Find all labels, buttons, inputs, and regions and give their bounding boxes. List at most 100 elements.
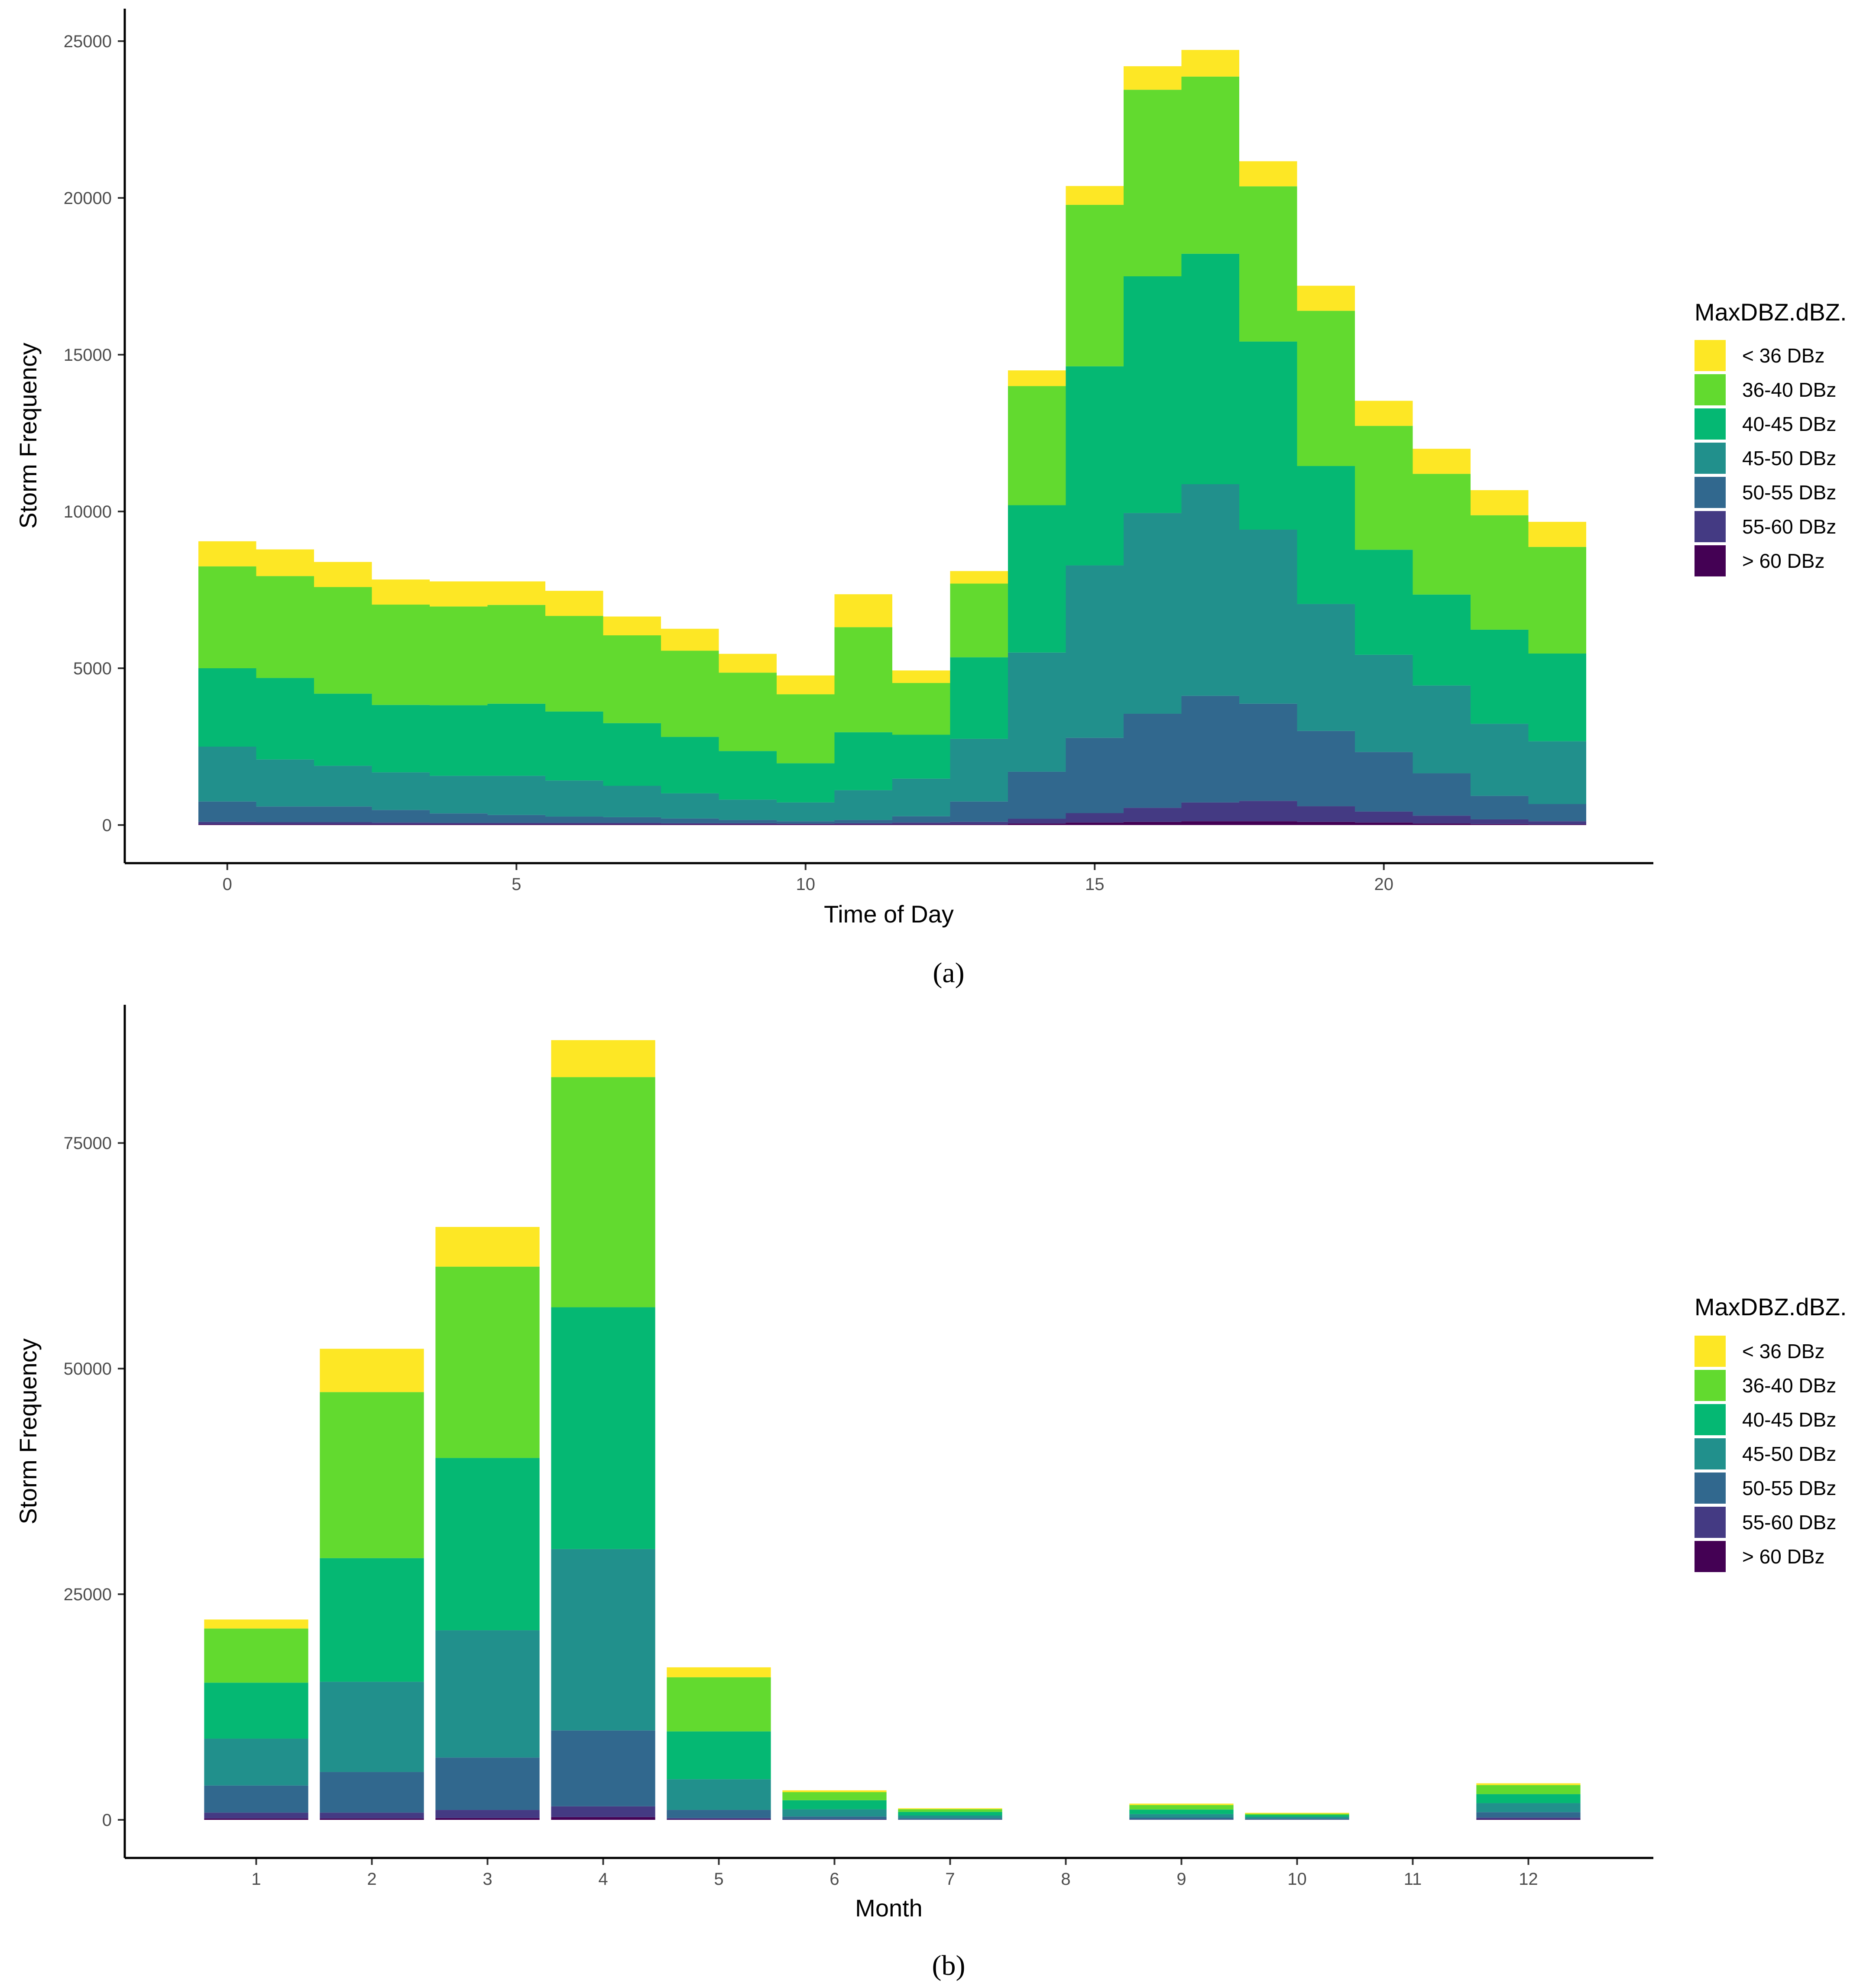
- legend-label: 36-40 DBz: [1742, 1374, 1836, 1397]
- bar-segment: [1297, 311, 1355, 466]
- bar-segment: [1471, 824, 1529, 825]
- bar-segment: [782, 1819, 887, 1820]
- legend-title: MaxDBZ.dBZ.: [1695, 1293, 1847, 1320]
- bar-segment: [1124, 808, 1182, 822]
- bar-segment: [204, 1683, 308, 1739]
- bar-segment: [487, 815, 545, 823]
- bar-segment: [1413, 474, 1471, 595]
- bar-segment: [1471, 629, 1529, 724]
- bar-segment: [1297, 731, 1355, 806]
- bar-segment: [1129, 1805, 1234, 1810]
- bar-segment: [892, 822, 950, 825]
- bar-segment: [314, 562, 372, 587]
- bar-segment: [204, 1628, 308, 1683]
- y-tick-label: 0: [102, 816, 112, 835]
- bar-segment: [892, 735, 950, 779]
- bar-segment: [1471, 724, 1529, 796]
- bar-segment: [430, 705, 488, 776]
- x-tick-label: 3: [483, 1870, 492, 1889]
- bar-segment: [204, 1812, 308, 1819]
- bar-segment: [545, 822, 603, 825]
- bar-segment: [892, 816, 950, 823]
- legend-swatch: [1695, 1472, 1726, 1504]
- bar-segment: [661, 628, 719, 651]
- bar-segment: [1129, 1818, 1234, 1820]
- x-axis-ticks: 1 2 3 4 5 6 7 8 9 10 11 12: [251, 1858, 1538, 1889]
- bar-segment: [1124, 513, 1182, 714]
- legend-swatch: [1695, 443, 1726, 474]
- y-tick-label: 75000: [64, 1134, 112, 1153]
- bar-segment: [1066, 565, 1124, 738]
- y-axis-title: Storm Frequency: [14, 1338, 42, 1524]
- legend-swatch: [1695, 374, 1726, 405]
- bar-segment: [1476, 1812, 1581, 1818]
- bar-segment: [777, 821, 835, 824]
- y-tick-label: 10000: [64, 502, 112, 521]
- panel-caption: (a): [933, 957, 964, 989]
- y-tick-label: 50000: [64, 1359, 112, 1379]
- bar-segment: [545, 780, 603, 817]
- bar-segment: [1181, 253, 1239, 485]
- legend-label: 50-55 DBz: [1742, 1477, 1836, 1499]
- bar-segment: [551, 1549, 655, 1731]
- bar-segment: [1471, 796, 1529, 819]
- bar-segment: [1476, 1819, 1581, 1820]
- bar-segment: [1239, 161, 1297, 187]
- bar-segment: [1129, 1819, 1234, 1820]
- y-tick-label: 0: [102, 1811, 112, 1830]
- bar-segment: [667, 1819, 771, 1820]
- bar-segment: [1471, 490, 1529, 515]
- legend-label: 40-45 DBz: [1742, 1408, 1836, 1431]
- bar-segment: [320, 1392, 424, 1558]
- bar-segment: [667, 1731, 771, 1780]
- bar-segment: [198, 801, 256, 822]
- bar-segment: [892, 778, 950, 816]
- bar-segment: [1239, 821, 1297, 825]
- bar-segment: [198, 541, 256, 566]
- bar-segment: [719, 799, 777, 820]
- bar-segment: [430, 606, 488, 705]
- legend-swatch: [1695, 1370, 1726, 1401]
- bar-segment: [435, 1757, 540, 1810]
- bar-segment: [1476, 1783, 1581, 1785]
- bar-segment: [372, 705, 430, 773]
- bar-segment: [1181, 76, 1239, 254]
- x-axis-ticks: 0 5 10 15 20: [223, 863, 1393, 894]
- x-axis-title: Time of Day: [824, 900, 954, 928]
- bar-segment: [667, 1677, 771, 1731]
- bar-segment: [603, 635, 661, 723]
- legend-label: > 60 DBz: [1742, 550, 1825, 572]
- bar-segment: [661, 650, 719, 737]
- bar-segment: [314, 806, 372, 822]
- bar-segment: [898, 1812, 1002, 1815]
- bar-segment: [603, 822, 661, 825]
- bar-segment: [1245, 1813, 1349, 1815]
- bar-segment: [950, 738, 1008, 802]
- bar-segment: [603, 817, 661, 823]
- bar-segment: [372, 810, 430, 823]
- x-tick-label: 6: [829, 1870, 839, 1889]
- bar-segment: [1528, 804, 1586, 822]
- x-tick-label: 10: [1287, 1870, 1307, 1889]
- bar-segment: [435, 1227, 540, 1267]
- bar-segment: [719, 751, 777, 800]
- bar-segment: [1124, 713, 1182, 808]
- bars-layer: [204, 1040, 1581, 1820]
- bar-segment: [314, 822, 372, 825]
- bar-segment: [834, 823, 892, 825]
- legend-swatch: [1695, 1404, 1726, 1435]
- legend-label: 55-60 DBz: [1742, 515, 1836, 538]
- bar-segment: [320, 1812, 424, 1819]
- bar-segment: [435, 1266, 540, 1458]
- bar-segment: [1413, 594, 1471, 686]
- bar-segment: [1008, 771, 1066, 819]
- bar-segment: [719, 673, 777, 751]
- bar-segment: [667, 1667, 771, 1677]
- bar-segment: [1476, 1785, 1581, 1794]
- bar-segment: [1008, 819, 1066, 824]
- bar-segment: [1297, 604, 1355, 731]
- y-tick-label: 25000: [64, 1585, 112, 1604]
- bar-segment: [1245, 1812, 1349, 1814]
- bar-segment: [777, 802, 835, 822]
